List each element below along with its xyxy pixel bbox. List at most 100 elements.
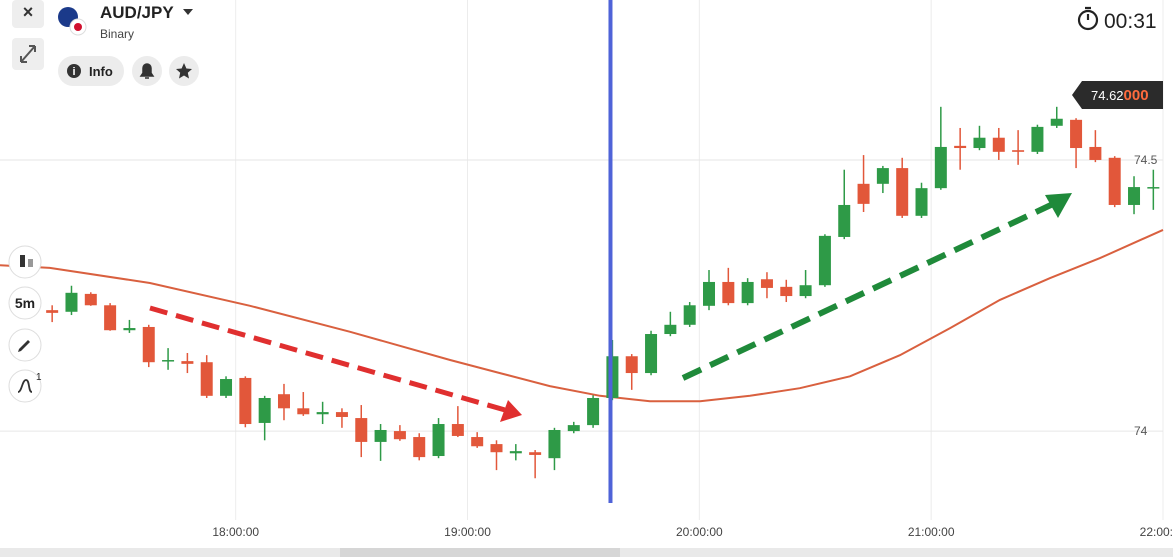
timeframe: 5m bbox=[15, 295, 35, 311]
candle-body bbox=[1012, 150, 1025, 152]
price-suffix: 000 bbox=[1124, 87, 1149, 104]
candle-body bbox=[335, 412, 348, 417]
x-tick-label: 18:00:00 bbox=[212, 525, 259, 539]
timer-icon bbox=[1077, 9, 1099, 31]
moving-average bbox=[0, 228, 1164, 403]
candle-body bbox=[220, 379, 233, 396]
candle-body bbox=[780, 286, 793, 297]
star-icon bbox=[176, 63, 192, 79]
candle-body bbox=[703, 281, 716, 306]
candle-body bbox=[277, 394, 290, 409]
candle-body bbox=[934, 146, 947, 189]
info-button[interactable] bbox=[58, 56, 124, 86]
candle-body bbox=[374, 429, 387, 442]
candle-body bbox=[1089, 146, 1102, 160]
info-label: Info bbox=[89, 64, 113, 79]
candle-body bbox=[509, 451, 522, 454]
close-button[interactable] bbox=[12, 0, 44, 28]
asset-name[interactable]: AUD/JPY bbox=[100, 3, 174, 22]
y-tick-label: 74 bbox=[1134, 424, 1148, 438]
candle-body bbox=[393, 431, 406, 440]
minimize-icon bbox=[20, 45, 36, 63]
candle-body bbox=[432, 424, 445, 457]
candle-body bbox=[992, 137, 1005, 152]
candle-body bbox=[471, 437, 484, 447]
candle-body bbox=[838, 204, 851, 237]
moving-average-layer bbox=[0, 228, 1164, 403]
price-main: 74.62 bbox=[1091, 88, 1124, 103]
candle-body bbox=[1147, 187, 1160, 189]
candle-body bbox=[355, 418, 368, 442]
candle-body bbox=[46, 310, 59, 313]
flag-jp-dot bbox=[74, 23, 82, 31]
x-tick-label: 19:00:00 bbox=[444, 525, 491, 539]
info-icon bbox=[67, 64, 81, 78]
candle-body bbox=[84, 293, 97, 306]
up-arrow-head bbox=[1045, 193, 1072, 218]
candle-body bbox=[818, 235, 831, 286]
candle-body bbox=[954, 145, 967, 149]
candle-body bbox=[451, 424, 464, 436]
timeframe-button[interactable] bbox=[8, 286, 42, 320]
candle-body bbox=[896, 168, 909, 216]
candle-body bbox=[239, 377, 252, 425]
pencil-icon bbox=[18, 340, 30, 352]
candle-body bbox=[1050, 118, 1063, 126]
bell-icon bbox=[139, 63, 155, 79]
candle-body bbox=[200, 362, 213, 396]
up-trend-arrow bbox=[681, 201, 1055, 381]
candle-body bbox=[683, 305, 696, 325]
candles bbox=[46, 106, 1160, 479]
candle-body bbox=[645, 334, 658, 374]
indicators-button[interactable] bbox=[8, 369, 42, 403]
asset-dropdown[interactable] bbox=[183, 9, 193, 15]
candle-body bbox=[123, 328, 136, 331]
candle-body bbox=[162, 360, 175, 362]
grid bbox=[0, 0, 1164, 520]
candle-body bbox=[490, 444, 503, 453]
candle-body bbox=[1128, 187, 1141, 205]
chart-type-icon-2 bbox=[28, 259, 33, 267]
candle-body bbox=[142, 326, 155, 363]
timer: 00:31 bbox=[1104, 10, 1157, 33]
candle-body bbox=[625, 356, 638, 374]
candle-body bbox=[567, 425, 580, 432]
scrollbar-thumb[interactable] bbox=[340, 548, 620, 557]
candle-body bbox=[413, 437, 426, 458]
down-trend-arrow bbox=[149, 305, 506, 413]
timer-hand bbox=[1085, 6, 1091, 20]
price-tag-text: 74.62000 bbox=[1091, 87, 1149, 104]
chart-type-icon bbox=[20, 255, 25, 267]
candle-body bbox=[857, 183, 870, 204]
axes: 18:00:00 19:00:00 20:00:00 21:00:00 22:00:00… bbox=[212, 153, 1173, 539]
info-icon-glyph: i bbox=[72, 66, 75, 78]
candle-body bbox=[104, 305, 117, 331]
candle-body bbox=[664, 324, 677, 335]
candle-body bbox=[973, 137, 986, 149]
indicator-icon bbox=[17, 379, 33, 393]
candle-body bbox=[1070, 119, 1083, 149]
candle-body bbox=[760, 279, 773, 288]
close-icon: × bbox=[23, 2, 34, 22]
candle-body bbox=[65, 292, 78, 312]
candle-body bbox=[1031, 126, 1044, 152]
candle-body bbox=[741, 281, 754, 304]
price-tag bbox=[1072, 81, 1163, 109]
down-arrow-head bbox=[500, 400, 522, 422]
candle-body bbox=[587, 397, 600, 426]
candle-body bbox=[722, 281, 735, 304]
asset-mode: Binary bbox=[100, 27, 134, 41]
candle-body bbox=[915, 188, 928, 216]
candle-body bbox=[548, 429, 561, 459]
candle-body bbox=[316, 412, 329, 415]
candle-body bbox=[529, 452, 542, 455]
candle-body bbox=[258, 397, 271, 423]
x-tick-label: 20:00:00 bbox=[676, 525, 723, 539]
candle-body bbox=[181, 361, 194, 364]
x-tick-label: 21:00:00 bbox=[908, 525, 955, 539]
candle-body bbox=[1108, 157, 1121, 205]
candle-body bbox=[799, 285, 812, 297]
